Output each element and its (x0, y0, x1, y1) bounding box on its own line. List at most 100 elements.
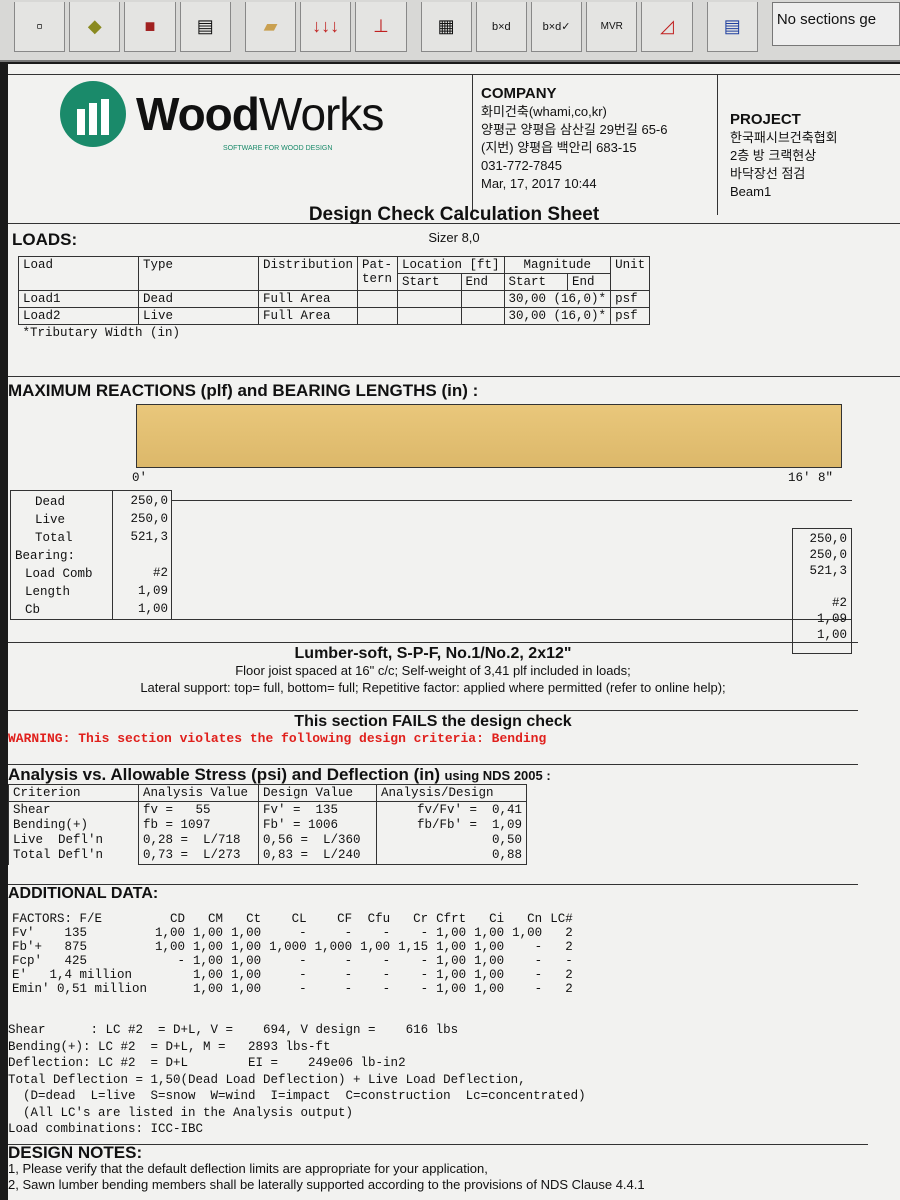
reactions-heading: MAXIMUM REACTIONS (plf) and BEARING LENG… (8, 376, 900, 401)
factor-cell: 1,000 (269, 940, 307, 954)
factor-header: Cfrt (436, 912, 467, 926)
sizer-version: Sizer 8,0 (428, 230, 480, 245)
right-support-label: 16' 8" (788, 471, 834, 485)
additional-line: Total Deflection = 1,50(Dead Load Deflec… (8, 1072, 526, 1087)
factors-table: FACTORS: F/E CD CM Ct CL CF Cfu Cr Cfrt Ci Cn LC# F… (8, 912, 577, 996)
print-icon[interactable]: ▤ (179, 2, 231, 52)
factor-cell: - (534, 982, 543, 996)
fail-message: This section FAILS the design check (294, 713, 572, 730)
logo-mark-icon (60, 81, 126, 147)
factor-cell: 1,00 (360, 940, 391, 954)
factor-cell: 1,00 (436, 968, 467, 982)
factor-cell: - (382, 982, 391, 996)
factor-cell: 1,00 (231, 926, 262, 940)
factor-cell: - (299, 954, 307, 968)
factor-header: Cfu (367, 912, 391, 926)
analysis-heading: Analysis vs. Allowable Stress (psi) and … (8, 764, 858, 785)
factor-cell: 1,00 (474, 940, 505, 954)
factor-header: Ci (489, 912, 505, 926)
lumber-title: Lumber-soft, S-P-F, No.1/No.2, 2x12" (294, 645, 572, 662)
toolbar: ▫ ◆ ■ ▤ ▰ ↓↓↓ ⊥ ▦ b×d b×d✓ MVR ◿ ▤ No se… (0, 0, 900, 62)
check-status: This section FAILS the design check WARN… (8, 710, 858, 746)
section-status-field[interactable]: No sections ge (771, 2, 900, 46)
factor-cell: - (344, 954, 353, 968)
factor-header: Cr (413, 912, 429, 926)
factor-cell: 2 (565, 926, 573, 940)
factor-cell: 1,00 (474, 926, 505, 940)
new-icon[interactable]: ▫ (14, 2, 66, 52)
analysis-table: Criterion Analysis Value Design Value Analy… (8, 784, 527, 865)
factor-cell: - (534, 940, 543, 954)
table-row: Load2 Live Full Area 30,00 (16,0)* psf (18, 307, 651, 325)
design-check-sheet: WoodWorks SOFTWARE FOR WOOD DESIGN COMPA… (8, 64, 900, 1200)
factor-cell: - (382, 968, 391, 982)
deflection-diagram-icon[interactable]: ◿ (641, 2, 693, 52)
design-check-icon[interactable]: b×d✓ (530, 2, 583, 52)
calculator-icon[interactable]: ▦ (420, 2, 472, 52)
factor-cell: 1,00 (436, 954, 467, 968)
tributary-footnote: *Tributary Width (in) (22, 326, 181, 340)
factor-cell: 1,00 (474, 982, 505, 996)
factor-cell: - (534, 968, 543, 982)
factor-cell: - (299, 926, 307, 940)
warning-message: WARNING: This section violates the follo… (8, 731, 547, 746)
save-icon[interactable]: ■ (124, 2, 176, 52)
loads-heading: LOADS: (12, 230, 78, 249)
beam-diagram (136, 404, 842, 468)
factor-cell: 1,00 (193, 926, 224, 940)
form-icon[interactable]: ▤ (706, 2, 758, 52)
factor-cell (151, 982, 189, 996)
design-notes: DESIGN NOTES: 1, Please verify that the … (8, 1144, 868, 1193)
lumber-section: Lumber-soft, S-P-F, No.1/No.2, 2x12" Flo… (8, 642, 858, 696)
factor-cell: 1,00 (436, 940, 467, 954)
factor-cell: - (534, 954, 543, 968)
factor-cell: Emin' 0,51 million (12, 982, 148, 996)
factor-cell: 1,00 (231, 940, 262, 954)
factor-cell: 1,00 (512, 926, 543, 940)
table-row: Shear Bending(+) Live Defl'n Total Defl'n f… (8, 801, 527, 865)
factor-header: LC# (550, 912, 573, 926)
factor-cell: 1,00 (193, 954, 224, 968)
factor-cell: - (344, 968, 353, 982)
factor-cell: E' 1,4 million (12, 968, 133, 982)
factor-cell: - (299, 968, 307, 982)
factor-cell: - (420, 982, 429, 996)
open-icon[interactable]: ◆ (69, 2, 121, 52)
table-row: Emin' 0,51 million 1,00 1,00- - - -1,00 1,00-2 (8, 982, 577, 996)
factor-cell: 1,00 (193, 968, 224, 982)
logo-subtitle: SOFTWARE FOR WOOD DESIGN (223, 145, 333, 152)
additional-line: (All LC's are listed in the Analysis out… (8, 1105, 354, 1120)
beam-icon[interactable]: ▰ (244, 2, 297, 52)
mvr-diagram-icon[interactable]: MVR (586, 2, 638, 52)
design-report-icon[interactable]: b×d (475, 2, 527, 52)
table-row: Fv' 135 1,00 1,00 1,00- - - -1,00 1,00 1,00 2 (8, 926, 577, 940)
factor-cell: 1,00 (474, 968, 505, 982)
table-row: Fb'+ 875 1,00 1,00 1,00 1,000 1,000 1,00 1,15 1,… (8, 940, 577, 954)
factor-cell: 1,00 (193, 982, 224, 996)
support-icon[interactable]: ⊥ (355, 2, 407, 52)
factor-cell: 1,00 (155, 926, 186, 940)
factor-cell: 2 (565, 940, 573, 954)
factor-cell: 1,00 (193, 940, 224, 954)
page-title: Design Check Calculation Sheet (308, 204, 600, 225)
factor-cell: 1,00 (231, 954, 262, 968)
table-row: E' 1,4 million 1,00 1,00- - - -1,00 1,00-2 (8, 968, 577, 982)
factor-cell: - (420, 926, 429, 940)
factor-cell: - (344, 926, 353, 940)
company-info: COMPANY 화미건축(whami,co,kr) 양평군 양평읍 삼산길 29… (472, 75, 718, 215)
factor-header: FACTORS: F/E (12, 912, 103, 926)
report-header: WoodWorks SOFTWARE FOR WOOD DESIGN COMPA… (8, 74, 900, 224)
factor-cell: 2 (565, 968, 573, 982)
additional-heading: ADDITIONAL DATA: (8, 884, 858, 903)
factor-cell: 1,00 (436, 982, 467, 996)
factor-cell: Fv' 135 (12, 926, 88, 940)
factor-cell: 1,00 (436, 926, 467, 940)
additional-line: (D=dead L=live S=snow W=wind I=impact C=… (8, 1089, 586, 1103)
woodworks-logo: WoodWorks (60, 81, 384, 147)
loads-icon[interactable]: ↓↓↓ (300, 2, 352, 52)
additional-line: Shear : LC #2 = D+L, V = 694, V design =… (8, 1023, 459, 1037)
factor-cell (151, 968, 189, 982)
factor-cell: 1,00 (231, 968, 262, 982)
factor-cell: - (565, 954, 573, 968)
additional-lines: Shear : LC #2 = D+L, V = 694, V design =… (8, 1022, 586, 1138)
